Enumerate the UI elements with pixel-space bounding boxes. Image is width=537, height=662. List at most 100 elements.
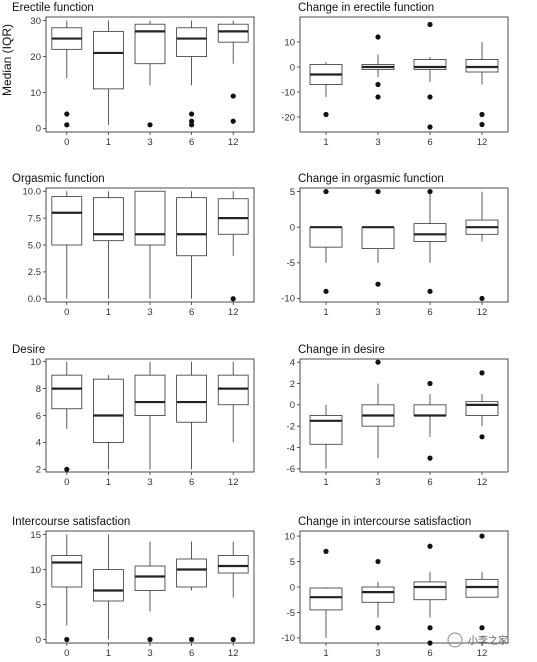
watermark: 小李之家 bbox=[447, 632, 508, 648]
outlier-point bbox=[427, 288, 433, 294]
x-tick-label: 1 bbox=[106, 307, 111, 318]
iqr-box bbox=[51, 555, 83, 588]
outlier-point bbox=[375, 558, 381, 565]
outlier-point bbox=[375, 81, 381, 88]
y-tick-label: -5 bbox=[287, 608, 295, 619]
y-tick-label: 8 bbox=[36, 384, 41, 395]
iqr-box bbox=[93, 569, 124, 602]
outlier-point bbox=[64, 122, 70, 128]
iqr-box bbox=[51, 196, 83, 246]
iqr-box bbox=[134, 565, 166, 591]
panel-title: Change in desire bbox=[298, 344, 385, 356]
y-tick-label: -2 bbox=[287, 421, 295, 432]
panel-4: Change in orgasmic function -10 -5 0 5 1 3 6 12 bbox=[281, 173, 509, 318]
outlier-point bbox=[427, 640, 433, 646]
y-tick-label: 0 bbox=[36, 124, 41, 135]
outlier-point bbox=[427, 625, 433, 631]
panel-3: Orgasmic function 0.0 2.5 5.0 7.5 10.0 0 1 3 6 12 bbox=[12, 173, 255, 318]
panel-5: Desire 2 4 6 8 10 0 1 3 6 12 bbox=[12, 344, 255, 488]
x-tick-label: 6 bbox=[189, 307, 194, 318]
iqr-box bbox=[413, 59, 447, 70]
y-tick-label: -10 bbox=[281, 633, 295, 644]
y-tick-label: 5 bbox=[290, 557, 295, 568]
y-tick-label: 0 bbox=[290, 582, 295, 593]
x-tick-label: 1 bbox=[106, 648, 111, 659]
outlier-point bbox=[230, 636, 236, 643]
x-tick-label: 12 bbox=[228, 648, 239, 659]
x-tick-label: 3 bbox=[147, 477, 152, 488]
x-tick-label: 1 bbox=[323, 648, 328, 659]
panel-6: Change in desire -6 -4 -2 0 2 4 1 3 6 12 bbox=[287, 344, 509, 488]
iqr-box bbox=[465, 401, 499, 416]
outlier-point bbox=[427, 124, 433, 130]
outlier-point bbox=[147, 636, 153, 643]
y-tick-label: 0 bbox=[36, 635, 41, 646]
panel-title: Change in orgasmic function bbox=[298, 173, 444, 185]
y-tick-label: -20 bbox=[281, 112, 295, 123]
y-tick-label: 4 bbox=[290, 357, 295, 368]
x-tick-label: 12 bbox=[477, 648, 488, 659]
y-tick-label: 10.0 bbox=[23, 187, 42, 198]
panel-title: Intercourse satisfaction bbox=[12, 516, 130, 528]
x-tick-label: 6 bbox=[427, 648, 432, 659]
iqr-box bbox=[465, 59, 499, 73]
watermark-text: 小李之家 bbox=[468, 634, 508, 647]
y-tick-label: 5 bbox=[36, 600, 41, 611]
outlier-point bbox=[64, 111, 70, 117]
iqr-box bbox=[361, 586, 395, 603]
panel-title: Desire bbox=[12, 344, 45, 356]
y-tick-label: -6 bbox=[287, 464, 295, 475]
y-tick-label: 5.0 bbox=[28, 240, 41, 251]
y-tick-label: 0.0 bbox=[28, 294, 41, 305]
outlier-point bbox=[479, 533, 485, 539]
outlier-point bbox=[375, 34, 381, 40]
x-tick-label: 12 bbox=[228, 477, 239, 488]
outlier-point bbox=[427, 188, 433, 195]
plot-frame bbox=[299, 358, 509, 473]
outlier-point bbox=[189, 111, 195, 117]
y-tick-label: 4 bbox=[36, 438, 41, 449]
iqr-box bbox=[309, 226, 343, 248]
outlier-point bbox=[427, 380, 433, 387]
y-tick-label: 2 bbox=[36, 465, 41, 476]
x-tick-label: 0 bbox=[64, 477, 69, 488]
outlier-point bbox=[375, 188, 381, 195]
outlier-point bbox=[427, 21, 433, 28]
x-tick-label: 6 bbox=[189, 648, 194, 659]
outlier-point bbox=[427, 455, 433, 461]
x-tick-label: 6 bbox=[427, 477, 432, 488]
panel-8: Change in intercourse satisfaction -10 -5 0… bbox=[281, 516, 509, 659]
outlier-point bbox=[479, 295, 485, 302]
iqr-box bbox=[176, 558, 207, 588]
y-tick-label: -5 bbox=[287, 258, 295, 269]
outlier-point bbox=[323, 111, 329, 118]
iqr-box bbox=[134, 374, 166, 416]
x-tick-label: 6 bbox=[427, 137, 432, 148]
iqr-box bbox=[361, 226, 395, 249]
iqr-box bbox=[413, 404, 447, 416]
watermark-logo-icon bbox=[447, 632, 463, 648]
panel-title: Change in erectile function bbox=[298, 2, 434, 14]
x-tick-label: 3 bbox=[147, 137, 152, 148]
iqr-box bbox=[413, 581, 447, 601]
y-axis-title: Median (IQR) bbox=[0, 24, 14, 96]
outlier-point bbox=[479, 121, 485, 128]
panel-title: Erectile function bbox=[12, 2, 94, 14]
x-tick-label: 1 bbox=[106, 137, 111, 148]
y-tick-label: 7.5 bbox=[28, 213, 41, 224]
x-tick-label: 12 bbox=[477, 477, 488, 488]
outlier-point bbox=[64, 466, 70, 472]
y-tick-label: 15 bbox=[30, 530, 41, 541]
iqr-box bbox=[93, 378, 124, 443]
x-tick-label: 12 bbox=[477, 307, 488, 318]
outlier-point bbox=[64, 636, 70, 643]
outlier-point bbox=[375, 625, 381, 631]
iqr-box bbox=[134, 190, 166, 246]
y-tick-label: 0 bbox=[290, 62, 295, 73]
outlier-point bbox=[375, 359, 381, 365]
x-tick-label: 0 bbox=[64, 307, 69, 318]
y-tick-label: 30 bbox=[30, 16, 41, 27]
outlier-point bbox=[479, 625, 485, 631]
